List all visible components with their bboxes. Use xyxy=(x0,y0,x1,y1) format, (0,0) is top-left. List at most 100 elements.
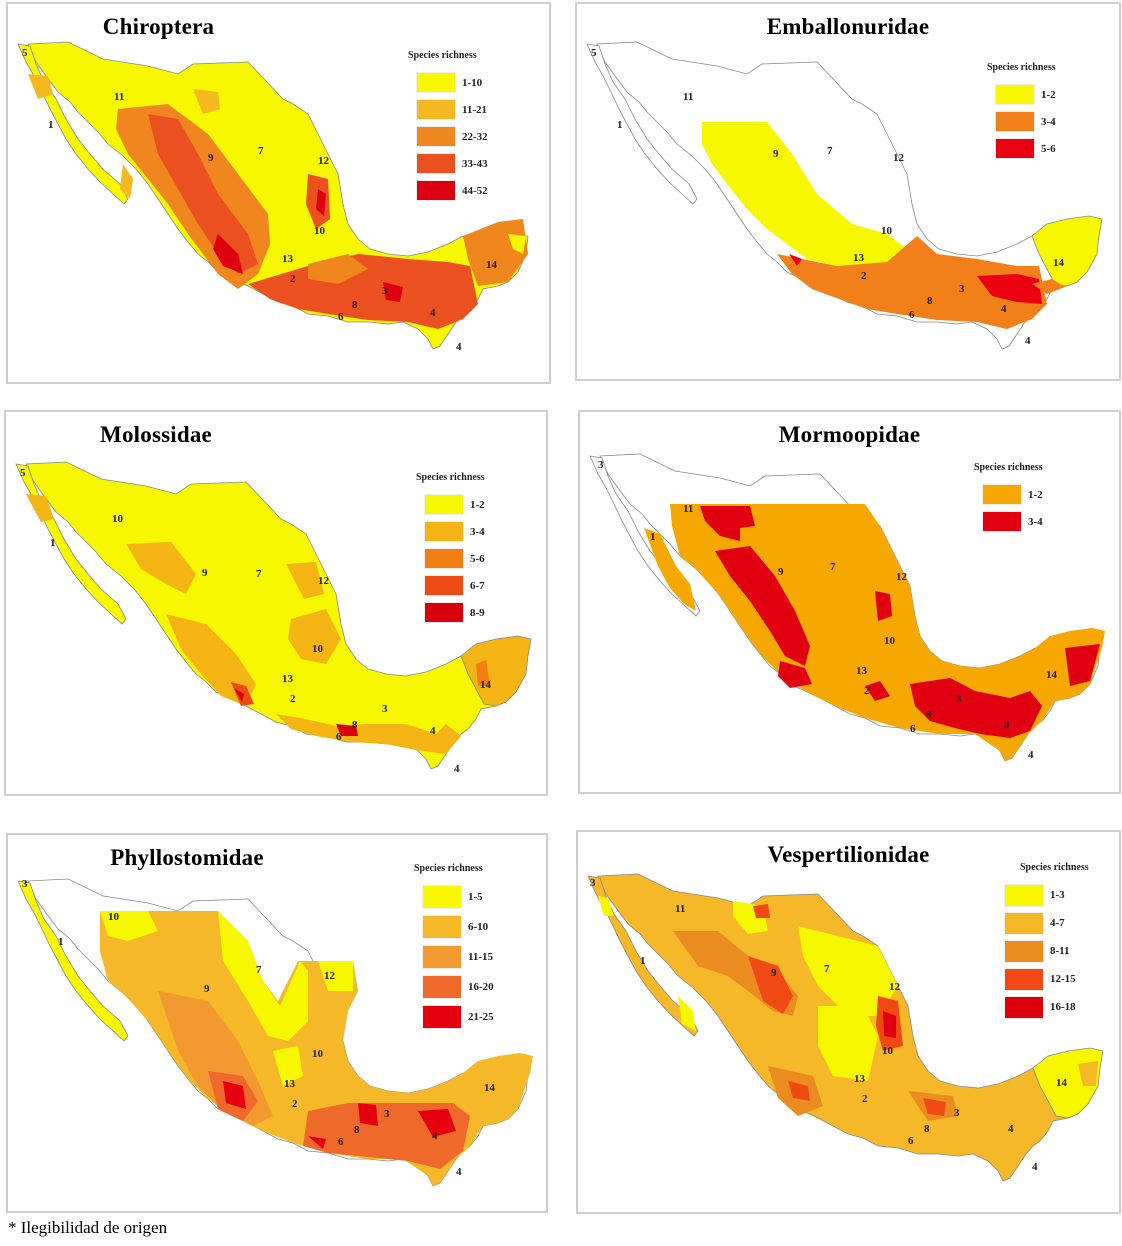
svg-text:10: 10 xyxy=(881,225,893,237)
legend-mormoopidae: Species richness 1-2 3-4 xyxy=(974,462,1043,535)
panel-title: Mormoopidae xyxy=(778,422,921,447)
svg-text:13: 13 xyxy=(856,665,868,677)
svg-text:9: 9 xyxy=(208,152,214,164)
footnote: * Ilegibilidad de origen xyxy=(8,1218,168,1237)
legend-title: Species richness xyxy=(974,462,1043,473)
svg-text:1: 1 xyxy=(650,531,656,543)
svg-text:10: 10 xyxy=(312,1048,324,1060)
legend-swatch xyxy=(424,494,464,515)
legend-item: 1-10 xyxy=(408,69,488,96)
mexico-map-vespertilionidae: 3 1 11 9 7 12 10 13 2 3 8 6 4 14 4 xyxy=(587,873,1104,1182)
mexico-map-chiroptera: 5 1 11 9 7 12 10 13 2 3 8 6 4 14 4 xyxy=(17,41,529,353)
panel-title: Emballonuridae xyxy=(766,14,930,39)
legend-swatch xyxy=(1004,939,1044,963)
region-labels: 5 1 11 9 7 12 10 13 2 3 8 6 4 14 4 xyxy=(22,47,498,353)
legend-item: 1-3 xyxy=(996,881,1089,909)
legend-swatch xyxy=(995,84,1035,105)
map-panel-mormoopidae: 3 1 11 9 7 12 10 13 2 3 8 6 4 14 4 Mormo… xyxy=(578,410,1121,794)
svg-text:8: 8 xyxy=(927,295,933,307)
legend-swatch xyxy=(424,521,464,542)
legend-swatch xyxy=(416,180,456,201)
legend-molossidae: Species richness 1-2 3-4 5-6 6-7 8-9 xyxy=(416,472,485,626)
legend-item: 1-5 xyxy=(414,882,494,912)
svg-text:3: 3 xyxy=(598,459,604,471)
svg-text:10: 10 xyxy=(112,513,124,525)
legend-item: 6-10 xyxy=(414,912,494,942)
svg-text:1: 1 xyxy=(48,119,54,131)
legend-item: 21-25 xyxy=(414,1002,494,1032)
svg-text:8: 8 xyxy=(352,299,358,311)
mexico-map-molossidae: 5 1 10 9 7 12 10 13 2 3 8 6 4 14 4 xyxy=(15,461,532,775)
svg-text:8: 8 xyxy=(354,1124,360,1136)
svg-text:7: 7 xyxy=(830,561,836,573)
svg-text:7: 7 xyxy=(256,568,262,580)
legend-item: 3-4 xyxy=(416,518,485,545)
svg-text:6: 6 xyxy=(910,723,916,735)
svg-text:4: 4 xyxy=(1028,749,1034,761)
legend-item: 22-32 xyxy=(408,123,488,150)
legend-item: 44-52 xyxy=(408,177,488,204)
legend-item: 8-11 xyxy=(996,937,1089,965)
legend-item: 8-9 xyxy=(416,599,485,626)
svg-text:12: 12 xyxy=(896,571,908,583)
svg-text:4: 4 xyxy=(456,341,462,353)
svg-text:12: 12 xyxy=(324,970,336,982)
legend-item: 11-15 xyxy=(414,942,494,972)
svg-text:4: 4 xyxy=(1008,1123,1014,1135)
legend-item: 5-6 xyxy=(987,135,1056,162)
svg-text:13: 13 xyxy=(284,1078,296,1090)
legend-item: 1-2 xyxy=(974,481,1043,508)
svg-text:14: 14 xyxy=(480,679,492,691)
panel-title: Phyllostomidae xyxy=(110,845,264,870)
svg-text:6: 6 xyxy=(336,731,342,743)
legend-swatch xyxy=(422,915,462,939)
legend-swatch xyxy=(424,575,464,596)
legend-phyllostomidae: Species richness 1-5 6-10 11-15 16-20 21… xyxy=(414,863,494,1032)
legend-swatch xyxy=(1004,967,1044,991)
legend-swatch xyxy=(982,484,1022,505)
svg-text:5: 5 xyxy=(20,467,26,479)
svg-text:4: 4 xyxy=(432,1130,438,1142)
svg-text:12: 12 xyxy=(318,575,330,587)
svg-text:14: 14 xyxy=(486,259,498,271)
svg-text:2: 2 xyxy=(290,273,296,285)
svg-text:4: 4 xyxy=(430,725,436,737)
legend-swatch xyxy=(416,99,456,120)
svg-text:3: 3 xyxy=(956,693,962,705)
svg-text:12: 12 xyxy=(318,155,330,167)
legend-title: Species richness xyxy=(416,472,485,483)
svg-text:9: 9 xyxy=(202,567,208,579)
svg-text:1: 1 xyxy=(58,936,64,948)
svg-text:3: 3 xyxy=(22,878,28,890)
legend-swatch xyxy=(995,111,1035,132)
legend-swatch xyxy=(416,126,456,147)
region-labels: 5 1 10 9 7 12 10 13 2 3 8 6 4 14 4 xyxy=(20,467,492,775)
legend-title: Species richness xyxy=(1020,862,1089,873)
svg-text:14: 14 xyxy=(1056,1077,1068,1089)
svg-text:10: 10 xyxy=(108,911,120,923)
legend-swatch xyxy=(424,548,464,569)
svg-text:2: 2 xyxy=(292,1098,298,1110)
svg-text:11: 11 xyxy=(683,91,693,103)
legend-swatch xyxy=(982,511,1022,532)
map-panel-chiroptera: 5 1 11 9 7 12 10 13 2 3 8 6 4 14 4 Chiro… xyxy=(6,2,551,384)
mexico-map-mormoopidae: 3 1 11 9 7 12 10 13 2 3 8 6 4 14 4 xyxy=(589,453,1105,762)
svg-text:10: 10 xyxy=(882,1045,894,1057)
legend-swatch xyxy=(416,153,456,174)
legend-vespertilionidae: Species richness 1-3 4-7 8-11 12-15 16-1… xyxy=(996,862,1089,1021)
mexico-map-emballonuridae: 5 1 11 9 7 12 10 13 2 3 8 6 4 14 4 xyxy=(586,41,1103,350)
legend-item: 11-21 xyxy=(408,96,488,123)
svg-text:7: 7 xyxy=(827,145,833,157)
legend-swatch xyxy=(422,885,462,909)
svg-text:3: 3 xyxy=(382,703,388,715)
svg-text:9: 9 xyxy=(204,983,210,995)
svg-text:10: 10 xyxy=(314,225,326,237)
svg-text:11: 11 xyxy=(683,503,693,515)
panel-title: Chiroptera xyxy=(102,14,215,39)
svg-text:9: 9 xyxy=(773,148,779,160)
legend-item: 3-4 xyxy=(974,508,1043,535)
panel-title: Molossidae xyxy=(100,422,212,447)
legend-swatch xyxy=(416,72,456,93)
svg-text:1: 1 xyxy=(617,119,623,131)
legend-item: 1-2 xyxy=(416,491,485,518)
